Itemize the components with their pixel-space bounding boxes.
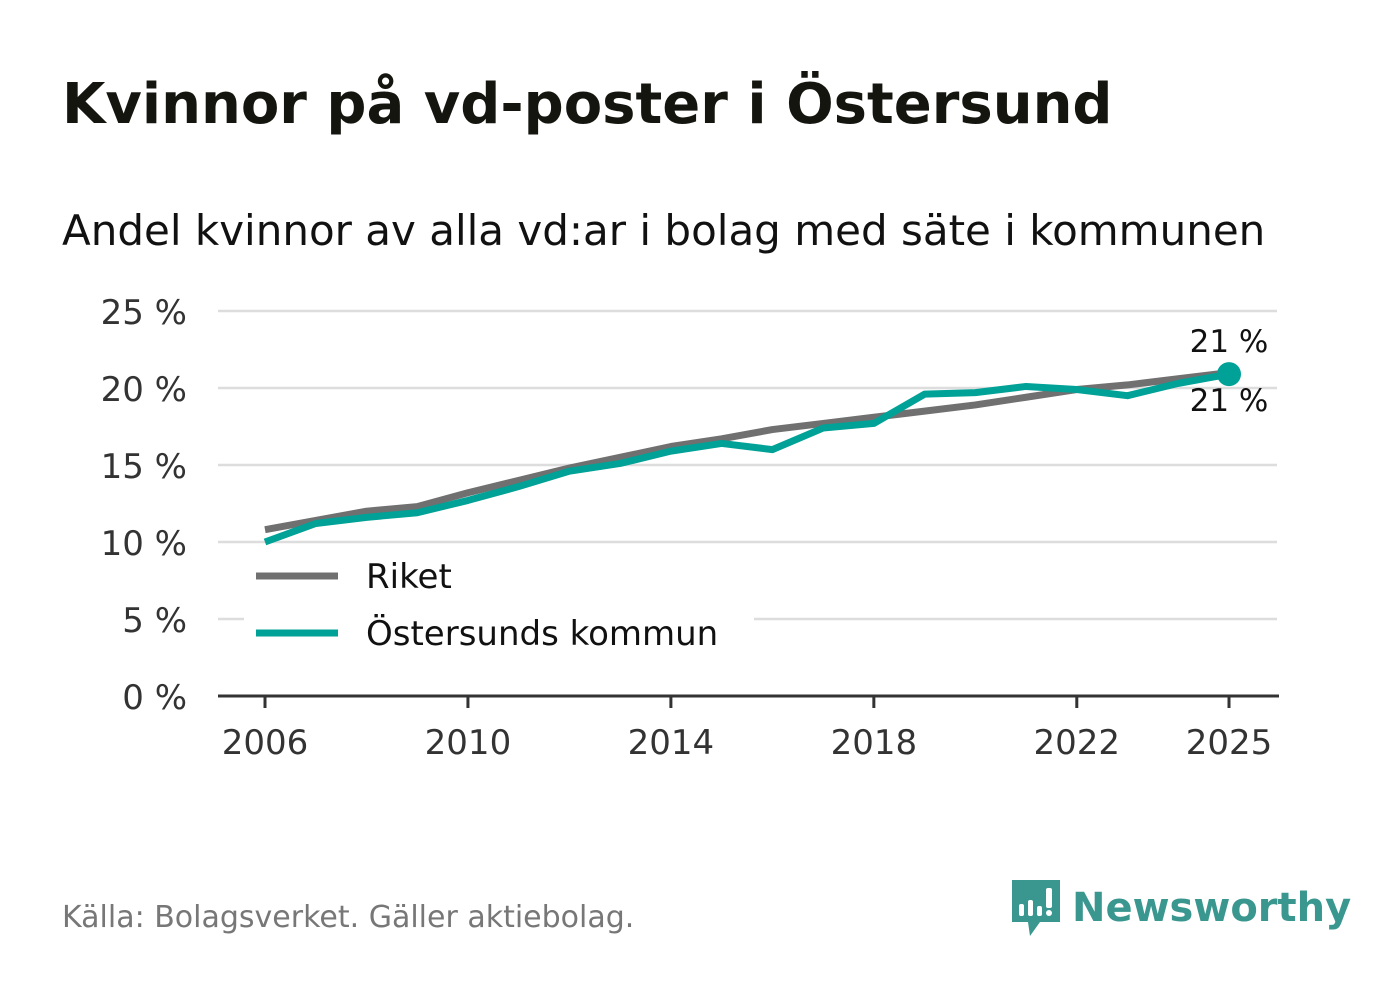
y-tick-label: 20 % xyxy=(101,370,187,410)
x-tick-label: 2006 xyxy=(222,723,309,763)
brand-name: Newsworthy xyxy=(1072,885,1352,931)
end-label-ostersund: 21 % xyxy=(1190,324,1269,360)
y-tick-label: 25 % xyxy=(101,293,187,333)
source-note: Källa: Bolagsverket. Gäller aktiebolag. xyxy=(62,900,635,935)
legend-label: Östersunds kommun xyxy=(366,613,718,654)
x-tick-label: 2014 xyxy=(628,723,715,763)
newsworthy-logo: Newsworthy xyxy=(1010,878,1351,938)
series-line-riket xyxy=(264,369,1230,534)
legend: Riket Östersunds kommun xyxy=(244,548,754,661)
end-point-marker xyxy=(1217,362,1241,387)
legend-label: Riket xyxy=(366,557,452,597)
y-tick-label: 10 % xyxy=(101,524,187,564)
chart-subtitle: Andel kvinnor av alla vd:ar i bolag med … xyxy=(62,206,1266,255)
y-tick-label: 5 % xyxy=(122,601,187,641)
newsworthy-logo-icon xyxy=(1012,880,1060,936)
x-tick-label: 2010 xyxy=(425,723,512,763)
series-line-ostersund xyxy=(263,370,1230,546)
y-tick-label: 0 % xyxy=(122,678,187,718)
x-tick-label: 2018 xyxy=(831,723,918,763)
x-tick-label: 2025 xyxy=(1186,723,1273,763)
line-chart: 0 % 5 % 10 % 15 % 20 % 25 % 2006 2010 2014 2018 20… xyxy=(101,293,1279,763)
y-tick-label: 15 % xyxy=(101,447,187,487)
x-tick-label: 2022 xyxy=(1034,723,1121,763)
end-label-riket: 21 % xyxy=(1190,383,1269,419)
chart-title: Kvinnor på vd-poster i Östersund xyxy=(62,72,1113,137)
